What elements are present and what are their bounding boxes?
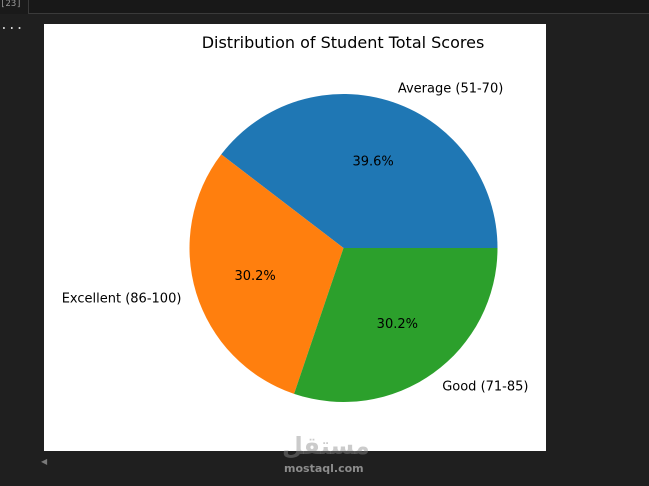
pie-percent-label-1: 30.2%: [234, 269, 275, 284]
watermark-text: mostaql.com: [284, 462, 364, 475]
watermark-logo-icon: مستقل: [282, 432, 370, 460]
pie-category-label-0: Average (51-70): [398, 82, 503, 97]
chart-figure: Distribution of Student Total Scores 39.…: [44, 24, 546, 451]
code-cell-input[interactable]: [28, 0, 649, 14]
pie-labels: 39.6% Average (51-70) 30.2% Excellent (86-1…: [62, 82, 529, 395]
pie-slice-0: [221, 94, 498, 248]
pie-category-label-2: Good (71-85): [442, 380, 528, 395]
pie-category-label-1: Excellent (86-100): [62, 291, 182, 306]
pie-slice-2: [294, 248, 498, 402]
pie-percent-label-0: 39.6%: [352, 154, 393, 169]
output-collapse-toggle[interactable]: ...: [0, 18, 24, 33]
pie-chart: Distribution of Student Total Scores 39.…: [62, 33, 529, 402]
scroll-left-icon[interactable]: ◀: [41, 457, 48, 466]
execution-count: [23]: [0, 0, 22, 9]
chart-title: Distribution of Student Total Scores: [202, 33, 485, 52]
pie-slices: [189, 94, 498, 402]
pie-slice-1: [189, 154, 344, 394]
pie-percent-label-2: 30.2%: [377, 317, 418, 332]
